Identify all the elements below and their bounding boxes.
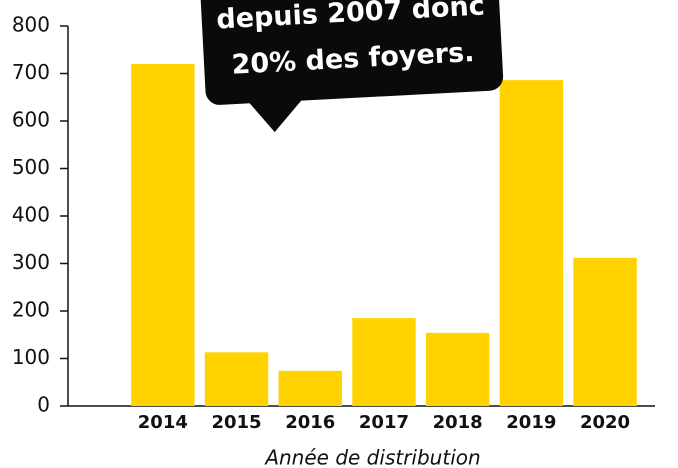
plot: 0 100 200 300 400 500 600 700 800 2014 2015 2016 201… (12, 13, 655, 433)
bar (573, 257, 637, 406)
bar (425, 332, 490, 406)
callout-box (199, 0, 504, 105)
y-tick-label: 100 (12, 345, 50, 369)
callout: depuis 2007 donc 20% des foyers. (199, 0, 504, 133)
y-tick-label: 0 (37, 393, 50, 417)
y-tick-label: 200 (12, 298, 50, 322)
callout-pointer (248, 98, 303, 133)
y-tick-label: 600 (12, 108, 50, 132)
x-tick-label: 2020 (580, 412, 630, 433)
y-tick-label: 500 (12, 155, 50, 179)
x-tick-label: 2014 (138, 412, 188, 433)
y-tick-label: 800 (12, 13, 50, 37)
bar (352, 318, 416, 406)
x-tick-label: 2016 (285, 412, 335, 433)
bar (204, 352, 269, 406)
bar (131, 64, 195, 406)
x-tick-label: 2019 (506, 412, 556, 433)
x-tick-label: 2015 (211, 412, 261, 433)
y-tick-label: 300 (12, 250, 50, 274)
y-tick-label: 700 (12, 60, 50, 84)
bar (278, 370, 342, 406)
bar (499, 80, 564, 407)
x-tick-label: 2017 (359, 412, 409, 433)
x-tick-label: 2018 (433, 412, 483, 433)
x-axis-label: Année de distribution (263, 446, 480, 468)
y-tick-label: 400 (12, 203, 50, 227)
